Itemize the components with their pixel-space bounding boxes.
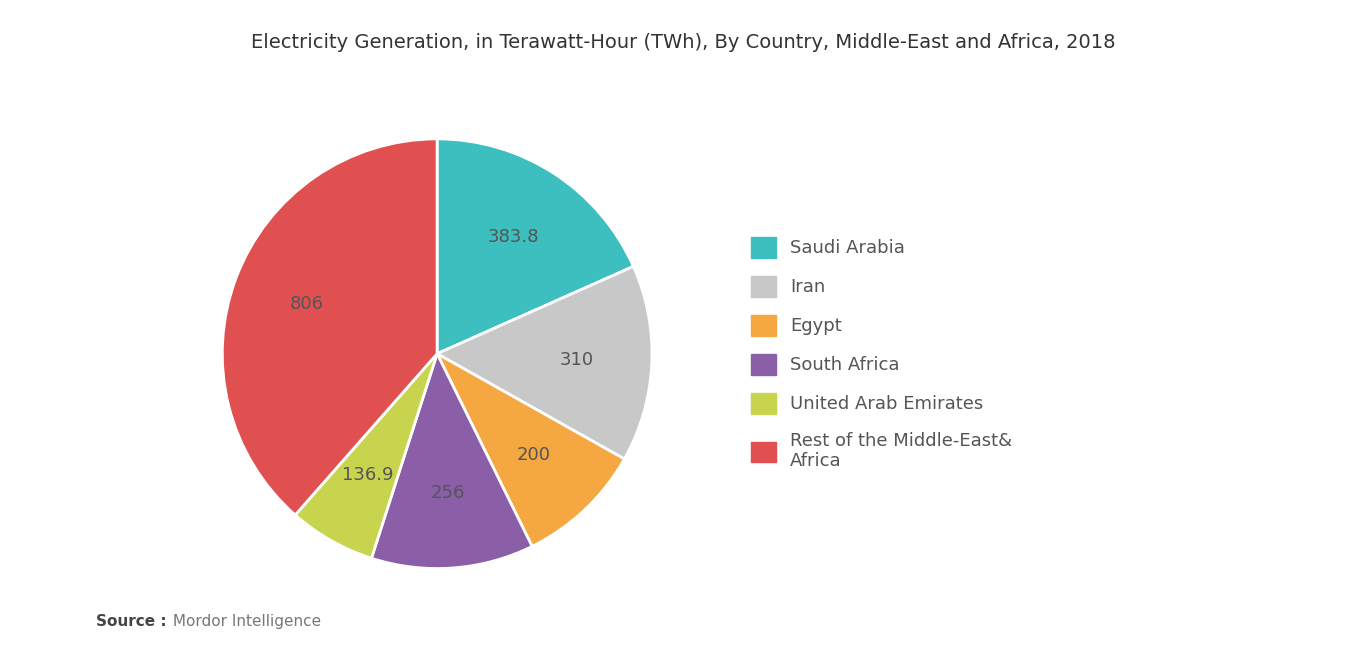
- Text: Electricity Generation, in Terawatt-Hour (TWh), By Country, Middle-East and Afri: Electricity Generation, in Terawatt-Hour…: [251, 33, 1115, 52]
- Text: 200: 200: [516, 446, 550, 464]
- Text: Source :: Source :: [96, 614, 167, 629]
- Text: 310: 310: [560, 351, 594, 369]
- Wedge shape: [437, 267, 652, 459]
- Text: 136.9: 136.9: [343, 466, 393, 484]
- Text: 383.8: 383.8: [488, 227, 540, 246]
- Wedge shape: [295, 354, 437, 558]
- Wedge shape: [223, 139, 437, 515]
- Text: 256: 256: [430, 484, 464, 502]
- Text: 806: 806: [290, 295, 324, 313]
- Text: Mordor Intelligence: Mordor Intelligence: [168, 614, 321, 629]
- Wedge shape: [437, 354, 624, 546]
- Wedge shape: [372, 354, 533, 569]
- Legend: Saudi Arabia, Iran, Egypt, South Africa, United Arab Emirates, Rest of the Middl: Saudi Arabia, Iran, Egypt, South Africa,…: [742, 228, 1022, 479]
- Wedge shape: [437, 139, 634, 354]
